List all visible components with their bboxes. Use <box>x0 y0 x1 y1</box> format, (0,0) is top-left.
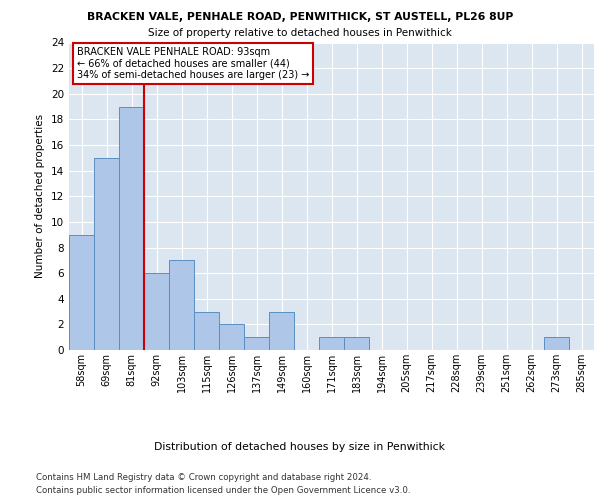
Bar <box>269 312 294 350</box>
Text: Distribution of detached houses by size in Penwithick: Distribution of detached houses by size … <box>155 442 445 452</box>
Y-axis label: Number of detached properties: Number of detached properties <box>35 114 46 278</box>
Text: Contains HM Land Registry data © Crown copyright and database right 2024.: Contains HM Land Registry data © Crown c… <box>36 472 371 482</box>
Bar <box>144 273 169 350</box>
Bar <box>344 337 369 350</box>
Bar <box>319 337 344 350</box>
Text: Size of property relative to detached houses in Penwithick: Size of property relative to detached ho… <box>148 28 452 38</box>
Bar <box>244 337 269 350</box>
Bar <box>119 106 144 350</box>
Text: BRACKEN VALE PENHALE ROAD: 93sqm
← 66% of detached houses are smaller (44)
34% o: BRACKEN VALE PENHALE ROAD: 93sqm ← 66% o… <box>77 47 309 80</box>
Bar <box>544 337 569 350</box>
Text: Contains public sector information licensed under the Open Government Licence v3: Contains public sector information licen… <box>36 486 410 495</box>
Bar <box>219 324 244 350</box>
Bar <box>194 312 219 350</box>
Bar <box>69 234 94 350</box>
Bar <box>169 260 194 350</box>
Bar <box>94 158 119 350</box>
Text: BRACKEN VALE, PENHALE ROAD, PENWITHICK, ST AUSTELL, PL26 8UP: BRACKEN VALE, PENHALE ROAD, PENWITHICK, … <box>87 12 513 22</box>
